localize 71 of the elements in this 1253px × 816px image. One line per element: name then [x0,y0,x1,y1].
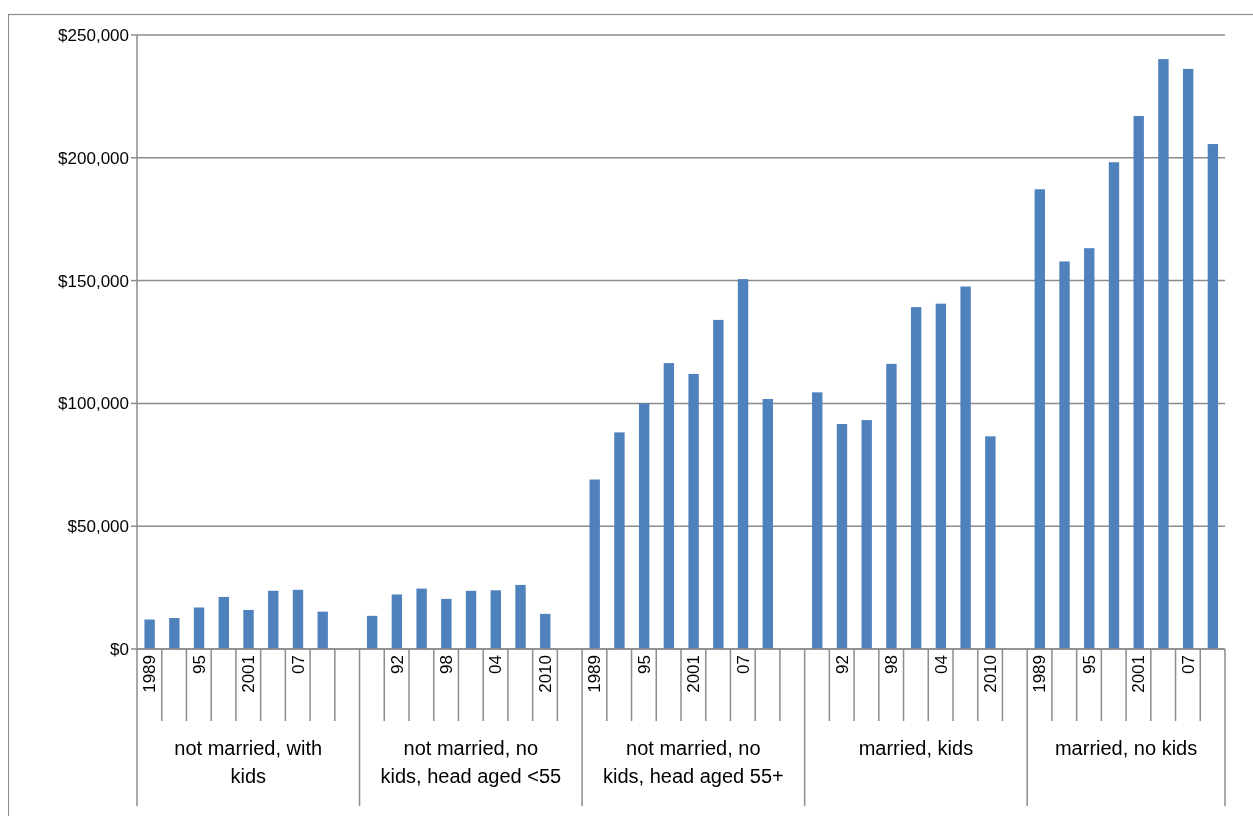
bar [638,403,650,649]
x-tick-label: 1989 [140,655,160,693]
bar [861,420,872,649]
bar [1207,144,1219,649]
bar [144,619,155,649]
bar [1034,189,1045,649]
x-tick-label: 1989 [585,655,605,693]
text: married, no kids [1054,737,1198,759]
x-tick-label: 98 [882,655,902,674]
bar [292,589,304,649]
bar [391,594,403,649]
bar [243,609,254,649]
text: not married, no kids, head aged 55+ [603,737,784,787]
x-tick-label: 2001 [239,655,259,693]
bar [910,307,922,649]
x-tick-label: 95 [189,655,209,674]
bar [1108,162,1120,649]
bar [416,588,427,649]
y-tick-label: $50,000 [67,517,129,537]
bar [1084,248,1095,649]
bar [812,392,823,649]
bar [663,363,675,649]
y-tick-label: $200,000 [58,148,129,168]
bar [762,398,773,649]
bar [713,319,724,649]
bar [317,611,328,649]
x-tick-label: 92 [832,655,852,674]
bar [985,436,996,649]
x-tick-label: 07 [1178,655,1198,674]
x-tick-label: 04 [486,655,506,674]
bar [935,303,947,649]
x-tick-label: 2010 [535,655,555,693]
bar [836,424,848,649]
bar [193,607,205,649]
y-tick-label: $100,000 [58,394,129,414]
bar [540,613,551,649]
x-tick-label: 2010 [981,655,1001,693]
x-tick-label: 1989 [1030,655,1050,693]
bar [1133,116,1144,649]
x-tick-label: 07 [733,655,753,674]
y-tick-label: $150,000 [58,271,129,291]
bar [441,598,452,649]
text: not married, with kids [174,737,323,787]
bar [614,432,625,649]
x-tick-label: 04 [931,655,951,674]
bar [886,363,897,649]
bar [589,479,600,649]
bar [737,279,749,649]
x-tick-label: 92 [387,655,407,674]
bar [366,615,378,649]
bar [688,373,699,649]
text: married, kids [858,737,974,759]
y-tick-label: $250,000 [58,25,129,45]
bar [218,596,229,649]
bar [1158,59,1169,649]
y-tick-label: $0 [110,639,129,659]
bar [465,590,477,649]
bar [268,590,279,649]
x-tick-label: 98 [437,655,457,674]
bar [1059,261,1070,649]
x-tick-label: 2001 [684,655,704,693]
bar [960,286,971,649]
text: not married, no kids, head aged <55 [380,737,562,787]
bar [515,584,526,649]
x-tick-label: 95 [1079,655,1099,674]
x-tick-label: 2001 [1129,655,1149,693]
x-tick-label: 07 [288,655,308,674]
x-tick-label: 95 [634,655,654,674]
bar [490,590,501,649]
bar [1182,68,1194,649]
bar [169,618,180,649]
